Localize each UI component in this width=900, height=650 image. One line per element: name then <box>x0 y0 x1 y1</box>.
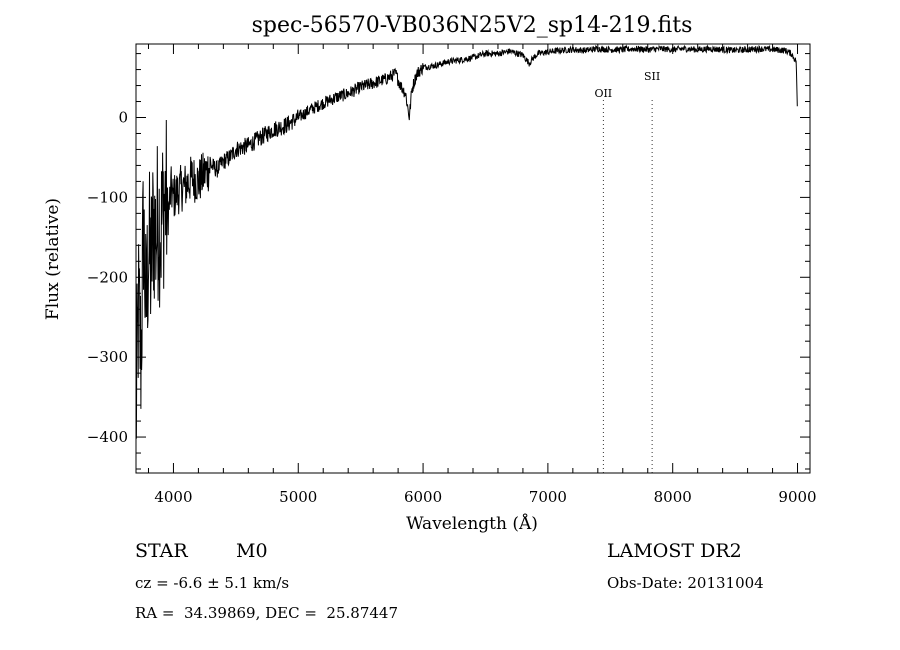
spectrum-line <box>135 44 798 439</box>
y-tick-label: −200 <box>87 268 128 286</box>
line-markers: OII SII <box>594 70 660 473</box>
y-tick-label: −400 <box>87 428 128 446</box>
x-tick-label: 5000 <box>279 488 317 506</box>
plot-frame <box>135 43 811 474</box>
x-tick-label: 4000 <box>154 488 192 506</box>
y-tick-label: −100 <box>87 188 128 206</box>
x-tick-label: 9000 <box>778 488 816 506</box>
x-axis-label: Wavelength (Å) <box>406 513 538 534</box>
object-subclass: M0 <box>236 540 268 562</box>
velocity-readout: cz = -6.6 ± 5.1 km/s <box>135 574 290 592</box>
x-tick-label: 6000 <box>404 488 442 506</box>
object-class: STAR <box>135 540 188 562</box>
x-tick-label: 7000 <box>529 488 567 506</box>
chart-title: spec-56570-VB036N25V2_sp14-219.fits <box>252 13 693 38</box>
survey-name: LAMOST DR2 <box>607 540 742 562</box>
y-axis-label: Flux (relative) <box>43 198 63 320</box>
y-tick-label: 0 <box>118 108 128 126</box>
line-marker-label: OII <box>594 87 612 100</box>
coordinates: RA = 34.39869, DEC = 25.87447 <box>135 604 399 622</box>
y-tick-label: −300 <box>87 348 128 366</box>
obs-date: Obs-Date: 20131004 <box>607 574 764 592</box>
axis-ticks: 4000 5000 6000 7000 8000 9000 0 −100 −200 −300 −40… <box>87 44 817 506</box>
x-tick-label: 8000 <box>654 488 692 506</box>
line-marker-label: SII <box>644 70 660 83</box>
